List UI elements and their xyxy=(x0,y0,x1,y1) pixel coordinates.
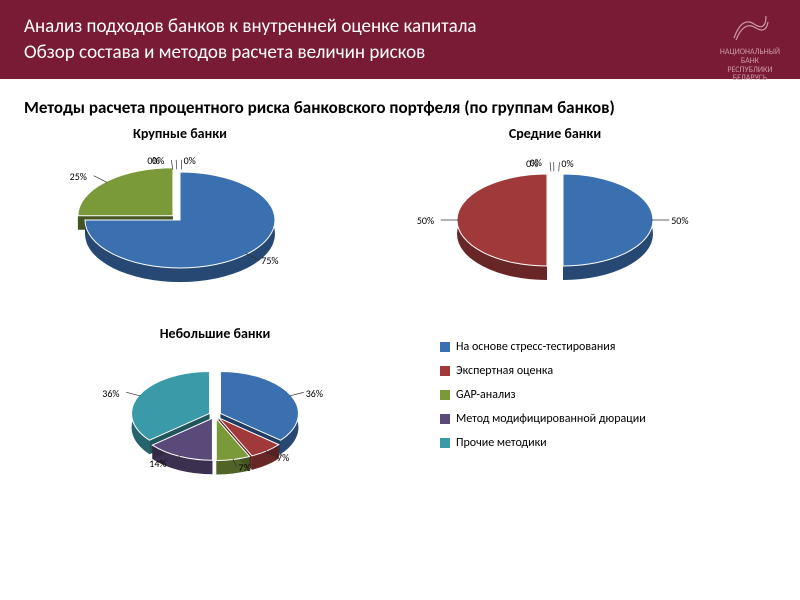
legend-label: Метод модифицированной дюрации xyxy=(456,412,646,426)
legend-label: Экспертная оценка xyxy=(456,364,553,378)
header-title-line1: Анализ подходов банков к внутренней оцен… xyxy=(24,15,477,38)
header-title-line2: Обзор состава и методов расчета величин … xyxy=(24,41,425,64)
chart-title-medium: Средние банки xyxy=(425,125,685,142)
chart-medium-banks: Средние банки 50%50%0%0%0% xyxy=(425,125,685,312)
slice-label: 50% xyxy=(417,214,434,227)
legend-label: На основе стресс-тестирования xyxy=(456,340,615,354)
slice-label: 36% xyxy=(102,387,119,400)
pie-medium: 50%50%0%0%0% xyxy=(425,142,685,312)
legend-item: Метод модифицированной дюрации xyxy=(440,412,646,426)
legend-item: Экспертная оценка xyxy=(440,364,646,378)
chart-title-large: Крупные банки xyxy=(50,125,310,142)
slice-label: 0% xyxy=(561,157,573,170)
slice-label: 75% xyxy=(261,254,278,267)
legend-swatch xyxy=(440,366,450,376)
legend-item: На основе стресс-тестирования xyxy=(440,340,646,354)
slide-header: Анализ подходов банков к внутренней оцен… xyxy=(0,0,800,79)
page-subtitle: Методы расчета процентного риска банковс… xyxy=(24,97,776,119)
pie-small: 36% 7% 7% 14% 36% xyxy=(100,342,330,502)
legend-swatch xyxy=(440,342,450,352)
legend: На основе стресс-тестирования Экспертная … xyxy=(440,340,646,460)
slice-label: 7% xyxy=(277,451,289,464)
chart-title-small: Небольшие банки xyxy=(100,325,330,342)
slice-label: 25% xyxy=(70,170,87,183)
slice-label: 0% xyxy=(530,156,542,169)
header-title: Анализ подходов банков к внутренней оцен… xyxy=(24,14,624,65)
chart-large-banks: Крупные банки 75%0%25%0%0% xyxy=(50,125,310,312)
slice-label: 50% xyxy=(671,214,688,227)
legend-item: GAP-анализ xyxy=(440,388,646,402)
pie-large: 75%0%25%0%0% xyxy=(50,142,310,312)
chart-small-banks: Небольшие банки 36% 7% 7% 14% 36% xyxy=(100,325,330,502)
legend-item: Прочие методики xyxy=(440,436,646,450)
slice-label: 36% xyxy=(306,387,323,400)
slice-label: 0% xyxy=(152,154,164,167)
bank-logo: НАЦИОНАЛЬНЫЙ БАНК РЕСПУБЛИКИ БЕЛАРУСЬ xyxy=(720,10,780,83)
slice-label: 14% xyxy=(149,457,166,470)
slice-label: 7% xyxy=(238,461,250,474)
logo-text-4: БЕЛАРУСЬ xyxy=(720,74,780,83)
slice-label: 0% xyxy=(184,154,196,167)
legend-swatch xyxy=(440,438,450,448)
logo-icon xyxy=(728,10,772,46)
legend-swatch xyxy=(440,390,450,400)
legend-label: Прочие методики xyxy=(456,436,547,450)
legend-swatch xyxy=(440,414,450,424)
legend-label: GAP-анализ xyxy=(456,388,516,402)
